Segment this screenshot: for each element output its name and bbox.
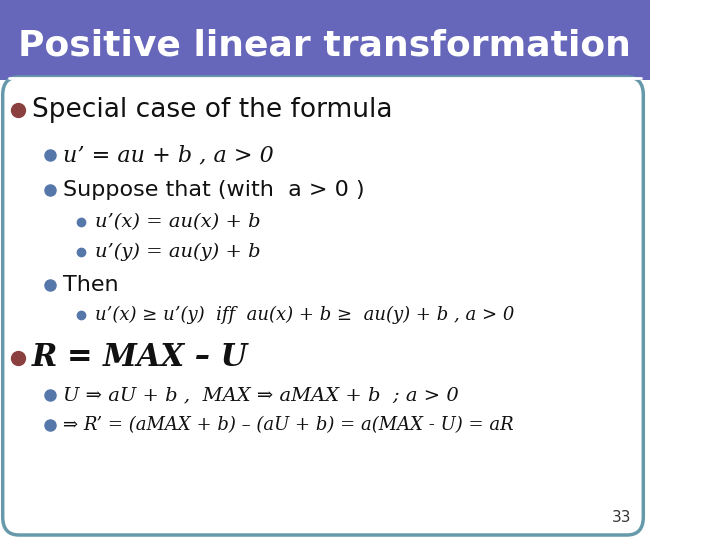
FancyBboxPatch shape [0, 0, 649, 80]
Text: ⇒ R’ = (aMAX + b) – (aU + b) = a(MAX - U) = aR: ⇒ R’ = (aMAX + b) – (aU + b) = a(MAX - U… [63, 416, 514, 434]
Text: u’ = au + b , a > 0: u’ = au + b , a > 0 [63, 144, 274, 166]
Text: Positive linear transformation: Positive linear transformation [18, 28, 631, 62]
Text: u’(x) = au(x) + b: u’(x) = au(x) + b [95, 213, 261, 231]
Text: u’(y) = au(y) + b: u’(y) = au(y) + b [95, 243, 261, 261]
Text: u’(x) ≥ u’(y)  iff  au(x) + b ≥  au(y) + b , a > 0: u’(x) ≥ u’(y) iff au(x) + b ≥ au(y) + b … [95, 306, 514, 324]
FancyBboxPatch shape [3, 77, 643, 535]
Text: Then: Then [63, 275, 119, 295]
Text: Suppose that (with  a > 0 ): Suppose that (with a > 0 ) [63, 180, 365, 200]
Text: U ⇒ aU + b ,  MAX ⇒ aMAX + b  ; a > 0: U ⇒ aU + b , MAX ⇒ aMAX + b ; a > 0 [63, 386, 459, 404]
Text: 33: 33 [612, 510, 631, 525]
Text: Special case of the formula: Special case of the formula [32, 97, 392, 123]
Text: R = MAX – U: R = MAX – U [32, 342, 248, 374]
